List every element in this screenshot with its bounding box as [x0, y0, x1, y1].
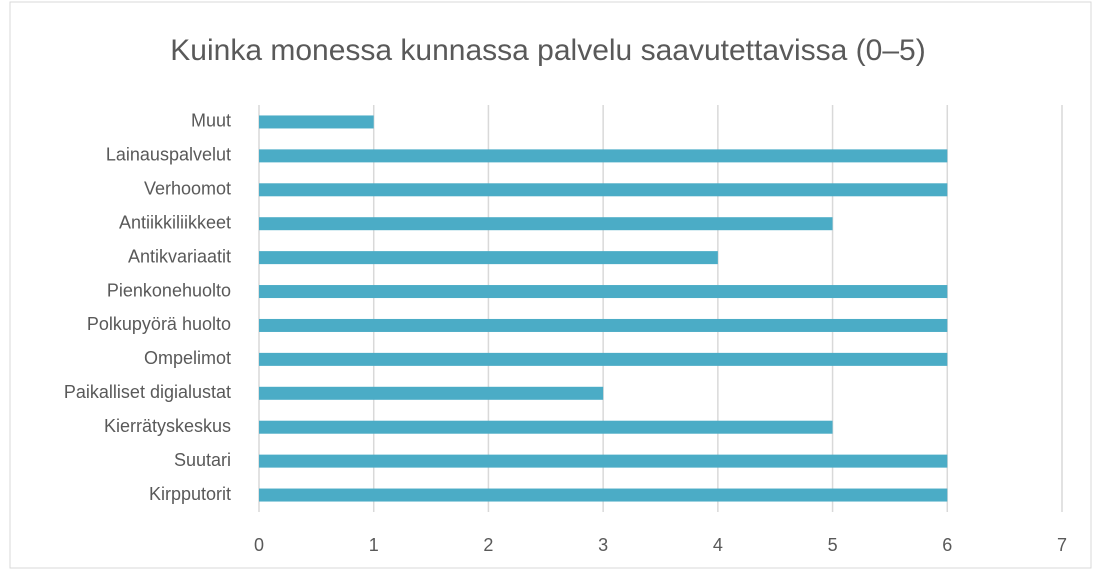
y-tick-label: Antikvariaatit	[128, 246, 231, 266]
y-tick-label: Antiikkiliikkeet	[119, 212, 231, 232]
y-tick-label: Ompelimot	[144, 348, 231, 368]
x-tick-label: 4	[713, 535, 723, 555]
bar	[259, 251, 718, 265]
y-tick-label: Polkupyörä huolto	[87, 314, 231, 334]
bar	[259, 149, 948, 163]
bar	[259, 183, 948, 197]
y-tick-label: Kierrätyskeskus	[104, 416, 231, 436]
bar	[259, 318, 948, 332]
x-tick-label: 2	[483, 535, 493, 555]
bar	[259, 420, 833, 434]
x-tick-label: 1	[369, 535, 379, 555]
y-tick-label: Kirpputorit	[149, 484, 231, 504]
y-tick-label: Suutari	[174, 450, 231, 470]
y-tick-label: Pienkonehuolto	[107, 280, 231, 300]
y-tick-label: Verhoomot	[144, 179, 231, 199]
x-tick-label: 5	[828, 535, 838, 555]
y-tick-label: Muut	[191, 111, 231, 131]
x-tick-label: 6	[942, 535, 952, 555]
bar	[259, 285, 948, 299]
bar	[259, 115, 374, 129]
y-tick-label: Lainauspalvelut	[106, 145, 231, 165]
bar	[259, 217, 833, 231]
x-tick-label: 7	[1057, 535, 1067, 555]
x-tick-label: 3	[598, 535, 608, 555]
bar	[259, 352, 948, 366]
bar	[259, 454, 948, 468]
chart-border	[9, 1, 1092, 569]
y-tick-label: Paikalliset digialustat	[64, 382, 231, 402]
x-tick-label: 0	[254, 535, 264, 555]
chart-title: Kuinka monessa kunnassa palvelu saavutet…	[170, 34, 925, 67]
bar	[259, 386, 604, 400]
bar	[259, 488, 948, 502]
